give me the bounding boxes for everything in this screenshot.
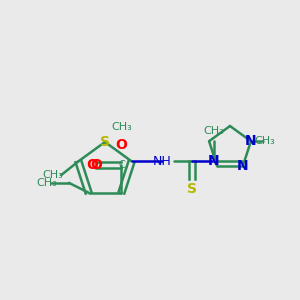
Text: N: N <box>208 154 219 168</box>
Text: CH₃: CH₃ <box>203 126 224 136</box>
Text: CH₃: CH₃ <box>43 170 64 180</box>
Text: C: C <box>118 160 125 170</box>
Text: O: O <box>91 158 102 172</box>
Text: N: N <box>245 134 257 148</box>
Text: CH₃: CH₃ <box>254 136 275 146</box>
Text: O: O <box>116 138 128 152</box>
Text: CH₃: CH₃ <box>37 178 57 188</box>
Text: NH: NH <box>152 155 171 168</box>
Text: S: S <box>187 182 196 196</box>
Text: CH₃: CH₃ <box>111 122 132 132</box>
Text: O: O <box>86 158 98 172</box>
Text: S: S <box>100 135 110 149</box>
Text: N: N <box>237 159 249 173</box>
